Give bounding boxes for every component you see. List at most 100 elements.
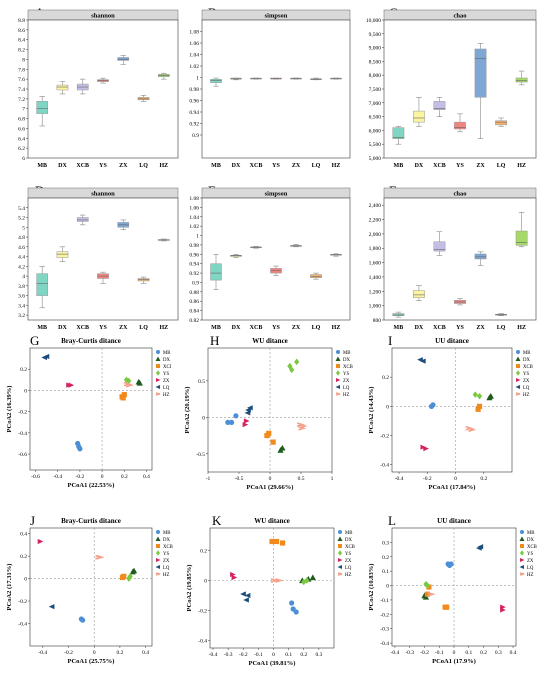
point xyxy=(476,403,483,409)
point xyxy=(338,558,343,562)
x-tick-label: ZX xyxy=(476,325,485,331)
point xyxy=(48,604,55,610)
y-tick-label: 9,500 xyxy=(369,32,382,38)
chart-title: Bray-Curtis ditance xyxy=(61,517,121,525)
x-tick-label: XCB xyxy=(433,325,446,331)
legend-label: XCB xyxy=(527,545,537,550)
legend-label: MB xyxy=(163,531,170,536)
point xyxy=(287,362,293,370)
box-mb xyxy=(210,78,222,83)
y-tick-label: 6,500 xyxy=(369,115,382,121)
strip-label: shannon xyxy=(91,191,115,198)
y-axis-label: PCoA2 (17.31%) xyxy=(6,564,13,611)
y-tick-label: 4 xyxy=(22,274,25,280)
legend-label: YS xyxy=(163,552,169,557)
point xyxy=(304,577,310,584)
y-tick-label: 5,000 xyxy=(369,156,382,162)
point xyxy=(155,572,161,576)
x-tick-label: 0 xyxy=(101,474,104,480)
panel-j: J Bray-Curtis ditance -0.4 -0.2 0 0.2 0.4 -0.4 -… xyxy=(6,513,173,665)
plot-area xyxy=(201,19,351,159)
legend-label: XCB xyxy=(523,365,533,370)
legend-label: XCB xyxy=(345,545,355,550)
box-xcb xyxy=(433,241,446,252)
y-tick-label: 1,800 xyxy=(369,246,382,252)
box-mb xyxy=(210,263,222,281)
x-tick-label: YS xyxy=(272,325,280,331)
x-tick-label: -0.1 xyxy=(435,650,444,656)
y-tick-label: -0.4 xyxy=(18,622,27,628)
x-tick-label: DX xyxy=(58,325,67,331)
x-tick-label: DX xyxy=(415,325,424,331)
point xyxy=(155,356,161,361)
point xyxy=(516,378,521,382)
y-tick-label: 0 xyxy=(24,577,27,583)
x-tick-label: DX xyxy=(415,163,424,169)
y-tick-label: 0.96 xyxy=(189,99,199,105)
point xyxy=(335,392,341,396)
y-tick-label: 0.88 xyxy=(189,290,199,296)
box-hz xyxy=(515,230,528,246)
y-tick-label: 4.4 xyxy=(18,255,25,261)
panel-l: L UU ditance -0.4 -0.3 -0.2 -0.1 0 0.1 0.2 0.3 0.4… xyxy=(368,513,537,665)
y-tick-label: -0.1 xyxy=(380,598,389,604)
y-tick-label: 0 xyxy=(24,388,27,394)
point xyxy=(519,565,524,569)
point xyxy=(240,591,246,597)
point xyxy=(289,366,295,374)
x-tick-label: MB xyxy=(37,325,47,331)
legend-label: DX xyxy=(163,358,170,363)
legend-label: MB xyxy=(345,531,352,536)
x-tick-label: ZX xyxy=(292,163,301,169)
chart-title: UU ditance xyxy=(435,337,469,345)
box-mb xyxy=(392,127,405,139)
y-tick-label: 6,000 xyxy=(369,128,382,134)
x-tick-label: 0 xyxy=(269,476,272,482)
y-tick-label: 0.84 xyxy=(189,309,199,315)
y-tick-label: 0.92 xyxy=(189,122,199,128)
y-tick-label: -0.5 xyxy=(196,452,205,458)
point xyxy=(301,578,307,586)
point xyxy=(419,358,426,364)
x-tick-label: YS xyxy=(99,325,107,331)
legend-label: HZ xyxy=(163,573,169,578)
point xyxy=(244,592,251,599)
x-tick-label: -0.4 xyxy=(53,474,62,480)
y-tick-label: 4.8 xyxy=(18,235,25,241)
point xyxy=(269,538,275,545)
y-tick-label: 1.02 xyxy=(189,224,199,230)
x-tick-label: LQ xyxy=(312,325,321,331)
x-tick-label: DX xyxy=(232,163,241,169)
y-tick-label: 8.6 xyxy=(18,28,25,34)
y-axis-label: PCoA2 (16.39%) xyxy=(6,386,13,433)
box-dx xyxy=(56,251,69,258)
point xyxy=(155,536,161,541)
y-axis-label: PCoA2 (14.43%) xyxy=(368,387,375,434)
y-tick-label: 6 xyxy=(22,156,25,162)
y-tick-label: 1.06 xyxy=(189,205,199,211)
strip-label: simpson xyxy=(265,13,288,20)
y-axis-label: PCoA2 (19.85%) xyxy=(186,565,193,612)
y-tick-label: -0.4 xyxy=(18,431,27,437)
y-tick-label: 8.4 xyxy=(18,38,25,44)
panel-letter: G xyxy=(30,333,39,348)
point xyxy=(156,558,161,562)
y-tick-label: 0 xyxy=(202,415,205,421)
y-tick-label: -0.4 xyxy=(380,641,389,647)
panel-letter: H xyxy=(210,333,219,348)
x-tick-label: HZ xyxy=(332,325,341,331)
point xyxy=(472,391,478,398)
y-tick-label: 3.6 xyxy=(18,294,25,300)
box-zx xyxy=(474,253,487,260)
y-tick-label: -0.2 xyxy=(18,599,27,605)
x-tick-label: LQ xyxy=(497,163,506,169)
y-tick-label: 1 xyxy=(196,234,199,240)
point xyxy=(120,395,126,401)
x-tick-label: -0.2 xyxy=(76,474,85,480)
y-tick-label: -0.6 xyxy=(18,452,27,458)
x-tick-label: -0.1 xyxy=(254,652,263,658)
point xyxy=(37,538,44,545)
x-tick-label: YS xyxy=(456,163,464,169)
y-tick-label: -0.3 xyxy=(380,627,389,633)
x-tick-label: YS xyxy=(456,325,464,331)
